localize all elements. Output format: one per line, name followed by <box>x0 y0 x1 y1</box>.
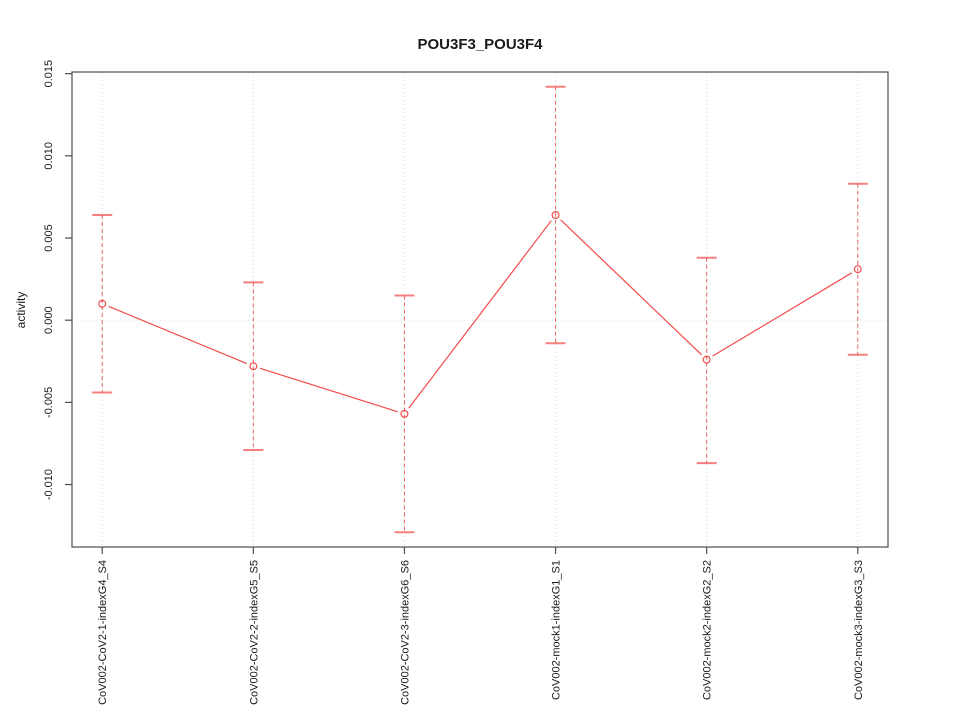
x-tick-label: CoV002-mock2-indexG2_S2 <box>702 560 714 700</box>
y-tick-label: 0.015 <box>43 60 55 88</box>
x-axis: CoV002-CoV2-1-indexG4_S4 CoV002-CoV2-2-in… <box>97 547 865 705</box>
plot-border-group <box>71 71 889 548</box>
y-tick-label: -0.010 <box>43 469 55 500</box>
error-bars <box>92 85 868 534</box>
x-tick-label: CoV002-CoV2-1-indexG4_S4 <box>97 560 109 705</box>
data-point <box>98 299 107 308</box>
data-point <box>853 265 862 274</box>
series-segment <box>408 220 552 409</box>
chart-title: POU3F3_POU3F4 <box>417 36 543 53</box>
series-segment <box>560 219 703 356</box>
y-axis: -0.010 -0.005 0.000 0.005 0.010 0.015 <box>43 60 72 500</box>
x-tick-label: CoV002-CoV2-3-indexG6_S6 <box>399 560 411 705</box>
data-point <box>400 409 409 418</box>
x-tick-label: CoV002-mock1-indexG1_S1 <box>551 560 563 700</box>
data-point <box>702 355 711 364</box>
series-line <box>108 219 853 413</box>
series-segment <box>108 305 248 365</box>
series-segment <box>712 272 853 357</box>
y-tick-label: 0.010 <box>43 142 55 170</box>
data-points <box>98 210 862 418</box>
y-tick-label: 0.005 <box>43 224 55 252</box>
data-point <box>249 362 258 371</box>
y-axis-label: activity <box>14 292 28 329</box>
data-point <box>551 210 560 219</box>
gridlines <box>101 72 859 547</box>
y-tick-label: 0.000 <box>43 306 55 334</box>
plot-border <box>71 71 889 548</box>
x-tick-label: CoV002-CoV2-2-indexG5_S5 <box>248 560 260 705</box>
series-segment <box>259 367 398 413</box>
x-tick-label: CoV002-mock3-indexG3_S3 <box>853 560 865 700</box>
y-tick-label: -0.005 <box>43 387 55 418</box>
